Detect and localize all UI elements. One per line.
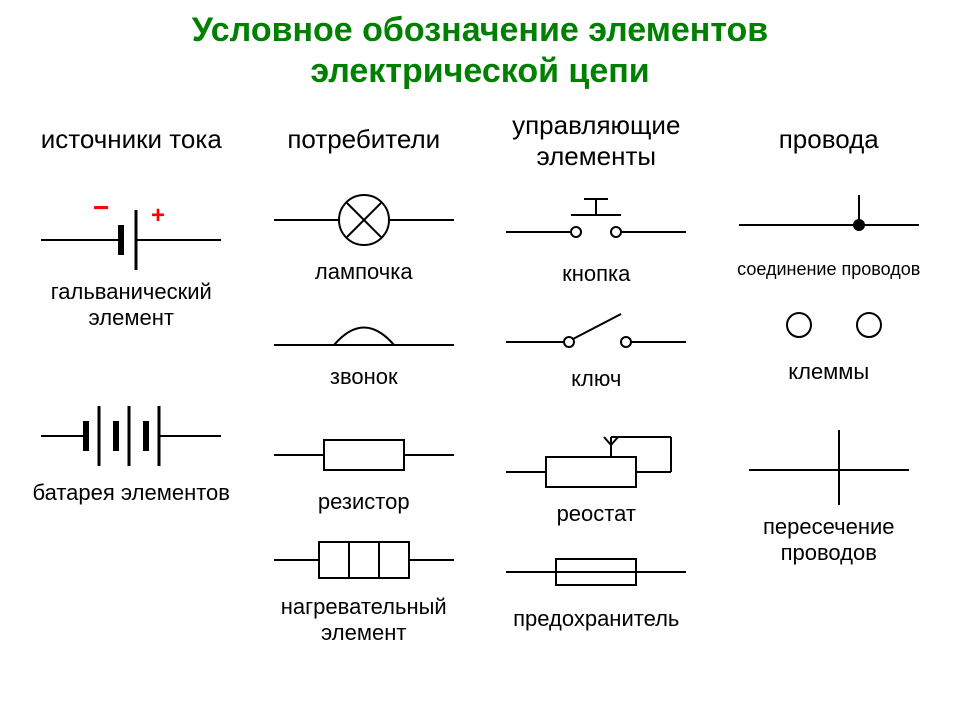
symbol-rheostat [496,427,696,497]
symbol-button [496,187,696,257]
item-button: кнопка [496,187,696,287]
col-header-controls: управляющие элементы [485,110,708,172]
col-wires: провода соединение проводов клеммы [718,110,941,661]
item-lamp: лампочка [264,185,464,285]
symbol-lamp [264,185,464,255]
item-rheostat: реостат [496,427,696,527]
label-key: ключ [571,366,621,392]
item-connection: соединение проводов [729,185,929,280]
page-title: Условное обозначение элементов электриче… [20,10,940,92]
label-battery: батарея элементов [33,480,230,506]
label-crossing: пересечение проводов [718,514,941,566]
symbol-resistor [264,425,464,485]
item-heater: нагревательный элемент [253,530,476,646]
title-line1: Условное обозначение элементов [20,10,940,51]
symbol-crossing [729,420,929,510]
label-heater: нагревательный элемент [253,594,476,646]
item-key: ключ [496,302,696,392]
label-fuse: предохранитель [513,606,679,632]
col-sources: источники тока − + гальванический элемен… [20,110,243,661]
svg-text:−: − [93,192,109,223]
symbol-terminals [729,295,929,355]
label-terminals: клеммы [788,359,869,385]
col-header-sources: источники тока [41,110,222,170]
item-crossing: пересечение проводов [718,420,941,566]
item-terminals: клеммы [729,295,929,385]
col-header-consumers: потребители [287,110,440,170]
item-battery: батарея элементов [31,386,231,506]
item-galvanic: − + гальванический элемент [20,185,243,331]
label-bell: звонок [330,364,398,390]
col-consumers: потребители лампочка [253,110,476,661]
col-header-wires: провода [779,110,879,170]
item-fuse: предохранитель [496,542,696,632]
symbol-heater [264,530,464,590]
item-resistor: резистор [264,425,464,515]
symbol-galvanic: − + [31,185,231,275]
label-galvanic: гальванический элемент [20,279,243,331]
symbol-fuse [496,542,696,602]
symbol-battery [31,386,231,476]
symbol-key [496,302,696,362]
symbol-bell [264,300,464,360]
label-rheostat: реостат [557,501,636,527]
title-line2: электрической цепи [20,51,940,92]
symbol-connection [729,185,929,255]
label-connection: соединение проводов [737,259,920,280]
label-lamp: лампочка [315,259,413,285]
col-controls: управляющие элементы кнопка [485,110,708,661]
label-button: кнопка [562,261,630,287]
item-bell: звонок [264,300,464,390]
columns-container: источники тока − + гальванический элемен… [20,110,940,661]
svg-text:+: + [151,202,165,229]
label-resistor: резистор [318,489,410,515]
